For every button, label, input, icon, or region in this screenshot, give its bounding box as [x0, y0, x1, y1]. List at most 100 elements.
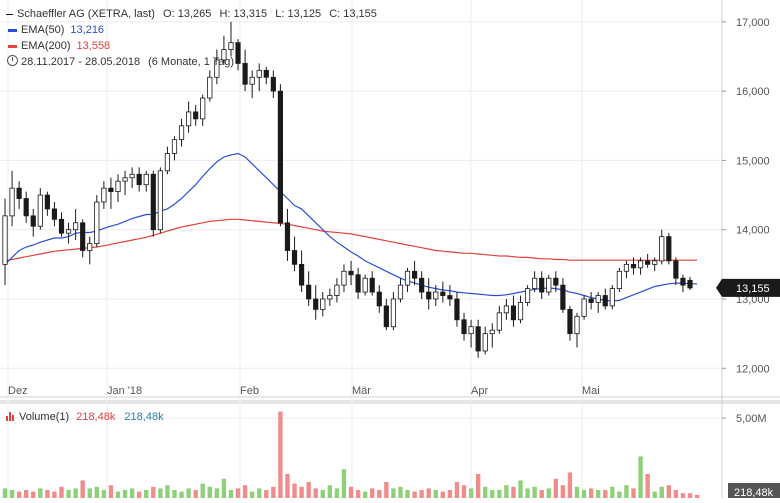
volume-bar — [59, 486, 64, 498]
volume-bar — [271, 486, 276, 498]
volume-bar — [398, 486, 403, 498]
candle-body — [256, 69, 262, 78]
candle-body — [659, 236, 665, 262]
volume-bar — [574, 486, 580, 498]
candle-body — [680, 277, 686, 286]
candle-body — [581, 298, 587, 317]
volume-bar — [532, 486, 537, 498]
volume-bar — [426, 488, 431, 498]
volume-bar — [31, 491, 36, 498]
candle-body — [115, 180, 121, 193]
candle-body — [630, 263, 637, 269]
volume-bar — [101, 490, 107, 498]
ema50-line — [4, 152, 698, 302]
candle-body — [178, 125, 185, 141]
volume-bar — [539, 490, 544, 498]
volume-bar — [419, 490, 424, 498]
candle-body — [291, 250, 298, 265]
candle-body — [588, 298, 594, 303]
volume-bar — [624, 485, 629, 498]
candle-body — [645, 260, 651, 265]
volume-bar — [299, 486, 304, 498]
volume-bar — [504, 485, 509, 498]
volume-bar — [2, 488, 8, 498]
legend-ema200[interactable]: EMA(200) 13,558 — [8, 40, 110, 52]
volume-bar — [348, 486, 354, 498]
candle-body — [362, 277, 368, 293]
candle-body — [16, 187, 22, 199]
candle-body — [108, 187, 114, 193]
candle-body — [517, 302, 524, 321]
candle-body — [433, 291, 439, 300]
ohlc-close-value: 13,155 — [343, 8, 377, 20]
candle-body — [567, 308, 573, 335]
volume-bar — [461, 485, 467, 498]
volume-bar — [200, 483, 205, 498]
candle-body — [426, 291, 432, 300]
volume-bar — [320, 490, 325, 498]
candle-body — [475, 326, 481, 352]
legend-date-range: 28.11.2017 - 28.05.2018 (6 Monate, 1 Tag) — [7, 55, 234, 68]
candle-body — [532, 277, 538, 290]
legend-volume[interactable]: Volume(1) 218,48k 218,48k — [6, 411, 164, 424]
candle-body — [2, 215, 8, 265]
price-y-tick-label: 16,000 — [736, 86, 770, 98]
volume-bar — [468, 488, 474, 498]
volume-bar — [285, 474, 290, 498]
candle-body — [101, 187, 107, 203]
candle-body — [355, 274, 361, 293]
volume-bar — [235, 488, 241, 498]
volume-bar — [16, 491, 22, 498]
candle-body — [306, 284, 312, 300]
candle-body — [602, 295, 608, 307]
candle-body — [327, 295, 333, 300]
volume-bar — [440, 491, 446, 498]
candle-body — [482, 333, 488, 352]
candle-body — [228, 42, 234, 50]
volume-bar — [567, 472, 573, 498]
volume-bar — [214, 488, 220, 498]
candle-body — [270, 76, 276, 92]
candle-body — [461, 319, 467, 335]
candle-body — [30, 215, 36, 227]
volume-bar — [518, 480, 523, 498]
legend-ema50[interactable]: EMA(50) 13,216 — [8, 24, 104, 36]
volume-bar — [264, 490, 269, 498]
candle-body — [320, 298, 326, 310]
volume-bar — [687, 493, 693, 498]
date-range-note: (6 Monate, 1 Tag) — [148, 56, 235, 68]
price-y-tick-label: 14,000 — [736, 225, 770, 237]
volume-bar — [454, 482, 460, 498]
candle-body — [348, 270, 354, 276]
ema50-swatch — [8, 28, 17, 32]
ohlc-high-key: H: — [219, 8, 231, 20]
ohlc-low-key: L: — [275, 8, 285, 20]
x-tick-label: Apr — [471, 385, 488, 397]
x-tick-label: Jan '18 — [107, 385, 142, 397]
candle-body — [58, 218, 65, 234]
candle-body — [383, 305, 389, 328]
volume-bar — [327, 485, 333, 498]
volume-bar — [638, 456, 643, 498]
candle-body — [150, 173, 156, 231]
ema200-swatch — [8, 44, 17, 48]
volume-bar — [172, 490, 177, 498]
volume-bar — [45, 490, 50, 498]
panel-separator — [0, 400, 780, 404]
candle-body — [164, 153, 171, 172]
candle-body — [214, 59, 220, 78]
candle-body — [539, 277, 545, 293]
volume-bar — [129, 488, 135, 498]
volume-bar — [355, 490, 361, 498]
volume-bar — [292, 483, 297, 498]
volume-bar — [221, 478, 227, 498]
volume-value: 218,48k — [76, 411, 116, 423]
candle-body — [122, 177, 128, 182]
candle-body — [87, 243, 93, 251]
volume-bar — [334, 488, 340, 498]
candle-body — [207, 76, 213, 99]
volume-bar — [553, 478, 559, 498]
volume-bar — [207, 486, 212, 498]
candle-body — [489, 329, 495, 335]
